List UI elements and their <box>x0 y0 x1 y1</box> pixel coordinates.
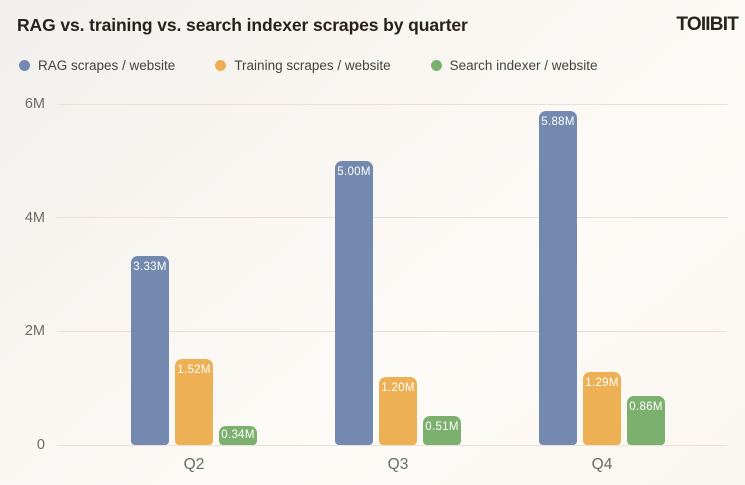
bar-value-label: 1.52M <box>177 363 211 376</box>
legend-label: RAG scrapes / website <box>38 58 176 73</box>
bar-value-label: 1.29M <box>585 376 619 389</box>
gridline <box>57 444 727 446</box>
bar-group-q4: 5.88M 1.29M 0.86M <box>539 104 665 445</box>
legend-swatch-icon <box>430 60 442 71</box>
gridline <box>57 330 727 332</box>
bar-q3-series2: 0.51M <box>423 416 461 445</box>
legend-item-training[interactable]: Training scrapes / website <box>215 58 391 73</box>
gridline <box>57 217 727 219</box>
y-axis-tick-label: 6M <box>24 96 45 112</box>
bar-value-label: 0.34M <box>221 428 255 441</box>
bar-value-label: 5.00M <box>337 165 371 178</box>
bar-q2-series2: 0.34M <box>219 425 257 445</box>
chart-title: RAG vs. training vs. search indexer scra… <box>17 15 468 35</box>
y-axis-tick-label: 4M <box>24 209 45 226</box>
bar-q2-series0: 3.33M <box>131 255 169 445</box>
legend-item-search-indexer[interactable]: Search indexer / website <box>430 58 598 73</box>
bar-value-label: 5.88M <box>541 115 575 128</box>
bar-q2-series1: 1.52M <box>175 358 213 445</box>
legend-swatch-icon <box>215 60 227 71</box>
bar-q3-series1: 1.20M <box>379 376 417 445</box>
bar-q4-series2: 0.86M <box>627 396 665 445</box>
legend-item-rag[interactable]: RAG scrapes / website <box>19 58 175 73</box>
bar-q3-series0: 5.00M <box>335 160 373 445</box>
y-axis: 0 2M 4M 6M <box>0 96 45 453</box>
y-axis-tick-label: 0 <box>36 437 45 453</box>
bar-value-label: 1.20M <box>381 381 415 394</box>
legend: RAG scrapes / website Training scrapes /… <box>19 58 597 73</box>
bar-group-q2: 3.33M 1.52M 0.34M <box>131 104 257 445</box>
bar-value-label: 0.86M <box>629 401 663 414</box>
plot-area: 3.33M 1.52M 0.34M 5.00M 1.20M 0.51M 5.88M 1.29M… <box>57 103 727 446</box>
bar-q4-series1: 1.29M <box>583 371 621 445</box>
legend-label: Search indexer / website <box>449 58 598 73</box>
legend-label: Training scrapes / website <box>234 58 391 73</box>
bar-value-label: 3.33M <box>133 260 167 273</box>
brand-logo: TOIIBIT <box>676 14 738 35</box>
bar-q4-series0: 5.88M <box>539 110 577 445</box>
x-axis-label: Q3 <box>387 456 409 473</box>
bar-value-label: 0.51M <box>425 421 459 433</box>
x-axis-label: Q4 <box>591 456 613 473</box>
gridline <box>57 103 727 105</box>
bar-group-q3: 5.00M 1.20M 0.51M <box>335 104 461 445</box>
y-axis-tick-label: 2M <box>24 323 45 340</box>
legend-swatch-icon <box>19 60 30 71</box>
x-axis-label: Q2 <box>183 456 205 473</box>
